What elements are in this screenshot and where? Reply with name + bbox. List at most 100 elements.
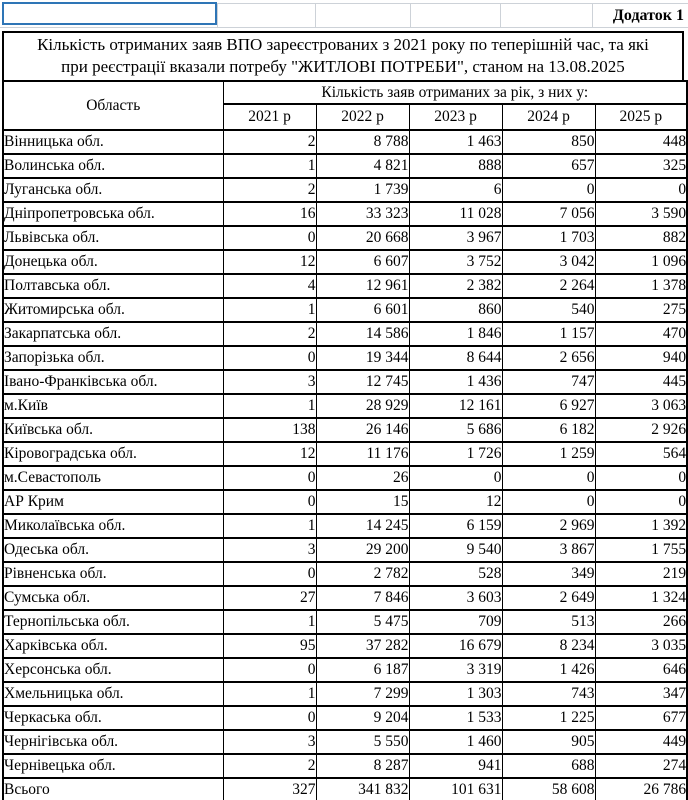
value-cell[interactable]: 1 378 bbox=[594, 273, 688, 299]
value-cell[interactable]: 29 200 bbox=[315, 537, 410, 563]
value-cell[interactable]: 0 bbox=[222, 657, 317, 683]
value-cell[interactable]: 445 bbox=[594, 369, 688, 395]
column-header-year[interactable]: 2023 р bbox=[408, 103, 503, 131]
region-name-cell[interactable]: Кіровоградська обл. bbox=[2, 441, 224, 467]
region-name-cell[interactable]: Львівська обл. bbox=[2, 225, 224, 251]
value-cell[interactable]: 1 846 bbox=[408, 321, 503, 347]
value-cell[interactable]: 850 bbox=[501, 129, 596, 155]
region-name-cell[interactable]: Черкаська обл. bbox=[2, 705, 224, 731]
region-name-cell[interactable]: Рівненська обл. bbox=[2, 561, 224, 587]
value-cell[interactable]: 3 063 bbox=[594, 393, 688, 419]
value-cell[interactable]: 1 436 bbox=[408, 369, 503, 395]
value-cell[interactable]: 513 bbox=[501, 609, 596, 635]
value-cell[interactable]: 0 bbox=[408, 465, 503, 491]
value-cell[interactable]: 327 bbox=[222, 777, 317, 800]
value-cell[interactable]: 688 bbox=[501, 753, 596, 779]
value-cell[interactable]: 677 bbox=[594, 705, 688, 731]
value-cell[interactable]: 0 bbox=[594, 177, 688, 203]
value-cell[interactable]: 3 bbox=[222, 729, 317, 755]
value-cell[interactable]: 905 bbox=[501, 729, 596, 755]
value-cell[interactable]: 7 056 bbox=[501, 201, 596, 227]
value-cell[interactable]: 26 bbox=[315, 465, 410, 491]
value-cell[interactable]: 1 157 bbox=[501, 321, 596, 347]
value-cell[interactable]: 20 668 bbox=[315, 225, 410, 251]
region-name-cell[interactable]: Миколаївська обл. bbox=[2, 513, 224, 539]
value-cell[interactable]: 6 187 bbox=[315, 657, 410, 683]
value-cell[interactable]: 564 bbox=[594, 441, 688, 467]
value-cell[interactable]: 3 bbox=[222, 369, 317, 395]
value-cell[interactable]: 743 bbox=[501, 681, 596, 707]
value-cell[interactable]: 9 204 bbox=[315, 705, 410, 731]
column-group-header[interactable]: Кількість заяв отриманих за рік, з них у… bbox=[222, 80, 688, 105]
value-cell[interactable]: 8 644 bbox=[408, 345, 503, 371]
value-cell[interactable]: 1 303 bbox=[408, 681, 503, 707]
value-cell[interactable]: 3 319 bbox=[408, 657, 503, 683]
value-cell[interactable]: 1 392 bbox=[594, 513, 688, 539]
value-cell[interactable]: 1 096 bbox=[594, 249, 688, 275]
value-cell[interactable]: 27 bbox=[222, 585, 317, 611]
value-cell[interactable]: 3 603 bbox=[408, 585, 503, 611]
value-cell[interactable]: 12 745 bbox=[315, 369, 410, 395]
column-header-region[interactable]: Область bbox=[2, 80, 224, 131]
value-cell[interactable]: 2 264 bbox=[501, 273, 596, 299]
value-cell[interactable]: 709 bbox=[408, 609, 503, 635]
value-cell[interactable]: 7 299 bbox=[315, 681, 410, 707]
column-header-year[interactable]: 2021 р bbox=[222, 103, 317, 131]
value-cell[interactable]: 349 bbox=[501, 561, 596, 587]
region-name-cell[interactable]: Запорізька обл. bbox=[2, 345, 224, 371]
total-label-cell[interactable]: Всього bbox=[2, 777, 224, 800]
value-cell[interactable]: 95 bbox=[222, 633, 317, 659]
value-cell[interactable]: 19 344 bbox=[315, 345, 410, 371]
value-cell[interactable]: 470 bbox=[594, 321, 688, 347]
region-name-cell[interactable]: м.Київ bbox=[2, 393, 224, 419]
value-cell[interactable]: 1 703 bbox=[501, 225, 596, 251]
value-cell[interactable]: 6 159 bbox=[408, 513, 503, 539]
region-name-cell[interactable]: м.Севастополь bbox=[2, 465, 224, 491]
value-cell[interactable]: 1 259 bbox=[501, 441, 596, 467]
value-cell[interactable]: 4 bbox=[222, 273, 317, 299]
region-name-cell[interactable]: Івано-Франківська обл. bbox=[2, 369, 224, 395]
value-cell[interactable]: 0 bbox=[501, 489, 596, 515]
value-cell[interactable]: 9 540 bbox=[408, 537, 503, 563]
region-name-cell[interactable]: Хмельницька обл. bbox=[2, 681, 224, 707]
value-cell[interactable]: 5 686 bbox=[408, 417, 503, 443]
value-cell[interactable]: 1 726 bbox=[408, 441, 503, 467]
value-cell[interactable]: 16 679 bbox=[408, 633, 503, 659]
value-cell[interactable]: 6 607 bbox=[315, 249, 410, 275]
value-cell[interactable]: 1 533 bbox=[408, 705, 503, 731]
value-cell[interactable]: 15 bbox=[315, 489, 410, 515]
value-cell[interactable]: 448 bbox=[594, 129, 688, 155]
value-cell[interactable]: 1 225 bbox=[501, 705, 596, 731]
value-cell[interactable]: 2 382 bbox=[408, 273, 503, 299]
selected-cell[interactable] bbox=[2, 2, 217, 25]
region-name-cell[interactable]: Одеська обл. bbox=[2, 537, 224, 563]
value-cell[interactable]: 1 755 bbox=[594, 537, 688, 563]
region-name-cell[interactable]: Закарпатська обл. bbox=[2, 321, 224, 347]
value-cell[interactable]: 6 bbox=[408, 177, 503, 203]
value-cell[interactable]: 12 bbox=[408, 489, 503, 515]
region-name-cell[interactable]: Дніпропетровська обл. bbox=[2, 201, 224, 227]
value-cell[interactable]: 14 586 bbox=[315, 321, 410, 347]
value-cell[interactable]: 2 649 bbox=[501, 585, 596, 611]
region-name-cell[interactable]: Житомирська обл. bbox=[2, 297, 224, 323]
value-cell[interactable]: 3 752 bbox=[408, 249, 503, 275]
region-name-cell[interactable]: АР Крим bbox=[2, 489, 224, 515]
value-cell[interactable]: 0 bbox=[501, 177, 596, 203]
region-name-cell[interactable]: Київська обл. bbox=[2, 417, 224, 443]
value-cell[interactable]: 6 601 bbox=[315, 297, 410, 323]
value-cell[interactable]: 138 bbox=[222, 417, 317, 443]
column-header-year[interactable]: 2025 р bbox=[594, 103, 688, 131]
value-cell[interactable]: 1 460 bbox=[408, 729, 503, 755]
value-cell[interactable]: 941 bbox=[408, 753, 503, 779]
value-cell[interactable]: 11 028 bbox=[408, 201, 503, 227]
value-cell[interactable]: 4 821 bbox=[315, 153, 410, 179]
value-cell[interactable]: 1 463 bbox=[408, 129, 503, 155]
value-cell[interactable]: 2 bbox=[222, 129, 317, 155]
value-cell[interactable]: 274 bbox=[594, 753, 688, 779]
value-cell[interactable]: 646 bbox=[594, 657, 688, 683]
value-cell[interactable]: 2 bbox=[222, 177, 317, 203]
value-cell[interactable]: 0 bbox=[594, 489, 688, 515]
value-cell[interactable]: 26 786 bbox=[594, 777, 688, 800]
value-cell[interactable]: 1 bbox=[222, 609, 317, 635]
value-cell[interactable]: 2 926 bbox=[594, 417, 688, 443]
